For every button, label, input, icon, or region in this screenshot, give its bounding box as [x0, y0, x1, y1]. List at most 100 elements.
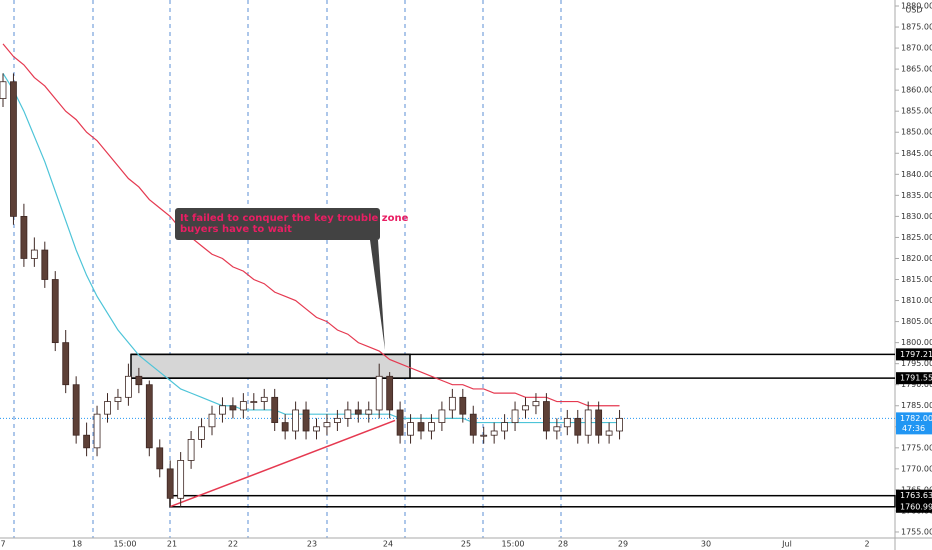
candle-body: [135, 375, 143, 386]
candle-body: [166, 468, 174, 499]
candle-body: [616, 417, 623, 432]
candle-body: [20, 215, 28, 259]
countdown-label: 47:36: [902, 424, 925, 433]
x-tick-label: 25: [461, 540, 471, 549]
level-label-bg: [896, 372, 932, 385]
resistance-zone: [130, 353, 411, 379]
x-tick-label: 7: [0, 540, 5, 549]
candle-body: [281, 422, 289, 432]
x-tick-label: 28: [558, 540, 568, 549]
candle-body: [51, 279, 59, 344]
candle-body: [239, 401, 247, 411]
y-tick-label: 1800.00: [901, 338, 932, 347]
moving-average: [2, 43, 620, 407]
candle-body: [198, 426, 205, 440]
candle-body: [313, 426, 320, 432]
candle-body: [543, 401, 550, 432]
x-tick-label: 24: [383, 540, 393, 549]
candle-body: [407, 422, 414, 436]
candle-body: [10, 81, 17, 217]
candle-body: [354, 409, 362, 415]
y-tick-label: 1875.00: [901, 23, 932, 32]
y-tick-label: 1880.00: [901, 2, 932, 11]
candle-body: [177, 460, 185, 499]
candle-body: [83, 434, 90, 449]
y-tick-label: 1815.00: [901, 275, 932, 284]
candle-body: [114, 396, 122, 402]
candle-body: [595, 409, 603, 436]
y-tick-label: 1825.00: [901, 233, 932, 242]
candle-body: [605, 430, 613, 436]
candle-body: [563, 417, 571, 428]
candle-body: [365, 409, 373, 415]
candle-body: [72, 384, 80, 436]
candle-body: [156, 447, 164, 470]
candle-body: [522, 405, 529, 411]
candle-body: [344, 409, 352, 419]
candle-body: [145, 384, 153, 449]
candle-body: [260, 396, 268, 402]
callout-pointer: [370, 240, 385, 350]
x-tick-label: 2: [864, 540, 869, 549]
y-tick-label: 1785.00: [901, 401, 932, 410]
annotation-text: buyers have to wait: [180, 224, 292, 235]
candle-body: [469, 413, 477, 436]
y-tick-label: 1770.00: [901, 464, 932, 473]
candle-body: [386, 375, 394, 411]
candle-body: [62, 342, 70, 386]
y-tick-label: 1865.00: [901, 65, 932, 74]
session-separators: [13, 0, 562, 538]
level-label-bg: [896, 500, 932, 513]
candle-body: [125, 375, 132, 398]
candle-body: [501, 422, 509, 432]
level-label: 1760.99: [900, 502, 932, 511]
y-tick-label: 1840.00: [901, 170, 932, 179]
trend-line: [169, 419, 396, 508]
y-tick-label: 1810.00: [901, 296, 932, 305]
candle-body: [553, 426, 561, 432]
candle-body: [271, 396, 279, 423]
y-tick-label: 1830.00: [901, 212, 932, 221]
y-tick-label: 1775.00: [901, 443, 932, 452]
candle-body: [448, 396, 456, 411]
candle-body: [417, 422, 425, 432]
y-tick-label: 1820.00: [901, 254, 932, 263]
candle-body: [208, 413, 216, 428]
candle-body: [229, 405, 237, 411]
candle-body: [480, 434, 488, 437]
candle-body: [396, 409, 404, 436]
candle-body: [41, 249, 49, 280]
x-tick-label: 22: [228, 540, 238, 549]
candle-body: [292, 409, 300, 432]
candle-body: [323, 422, 331, 428]
support-zone: [169, 494, 896, 508]
candle-body: [187, 439, 195, 461]
x-tick-label: 23: [307, 540, 317, 549]
candle-body: [438, 409, 446, 423]
candle-body: [459, 396, 467, 415]
candle-body: [250, 401, 258, 403]
candle-body: [302, 409, 310, 432]
y-tick-label: 1855.00: [901, 107, 932, 116]
candle-body: [511, 409, 519, 423]
annotation-text: It failed to conquer the key trouble zon…: [180, 213, 409, 224]
candle-body: [104, 401, 111, 415]
x-tick-label: 18: [72, 540, 82, 549]
x-tick-label: 15:00: [501, 540, 524, 549]
candle-body: [584, 409, 592, 436]
candle-body: [30, 249, 38, 259]
x-tick-label: 29: [618, 540, 628, 549]
x-tick-label: 15:00: [113, 540, 136, 549]
callout-box: [175, 208, 380, 240]
y-tick-label: 1845.00: [901, 149, 932, 158]
x-tick-label: 30: [701, 540, 711, 549]
y-tick-label: 1850.00: [901, 128, 932, 137]
current-price-label: 1782.00: [900, 414, 932, 423]
y-tick-label: 1835.00: [901, 191, 932, 200]
candle-body: [219, 405, 226, 415]
currency-label: USD: [905, 6, 922, 15]
x-tick-label: 21: [167, 540, 177, 549]
y-tick-label: 1860.00: [901, 86, 932, 95]
candle-body: [375, 375, 383, 411]
